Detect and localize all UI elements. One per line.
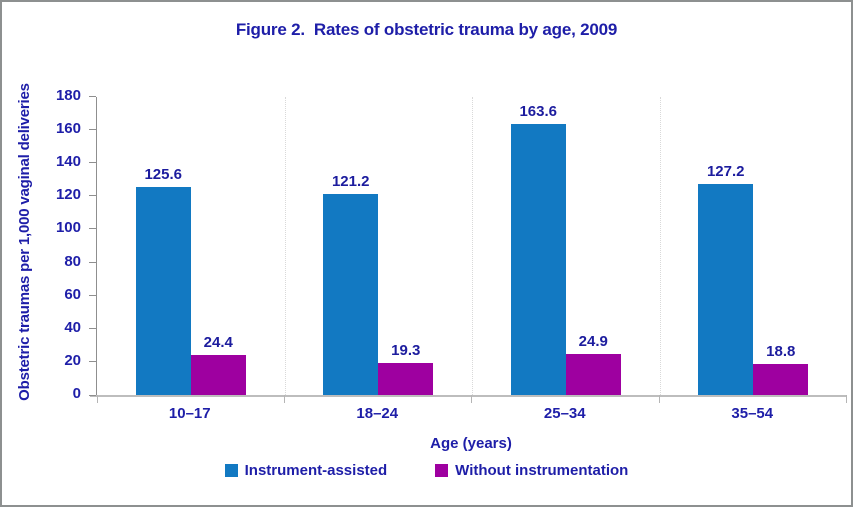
bar-instrument-assisted <box>698 184 754 395</box>
bar-with-label: 19.3 <box>378 342 434 395</box>
y-axis-title: Obstetric traumas per 1,000 vaginal deli… <box>16 83 33 401</box>
legend-swatch-icon <box>224 464 238 477</box>
y-axis-tick-label: 180 <box>55 87 81 104</box>
bar-with-label: 24.9 <box>565 332 621 395</box>
x-axis-line <box>90 395 847 397</box>
bar-with-label: 127.2 <box>698 163 754 395</box>
legend: Instrument-assisted Without instrumentati… <box>2 462 851 479</box>
chart-title: Figure 2. Rates of obstetric trauma by a… <box>235 20 618 39</box>
bar-without-instrumentation <box>565 353 621 395</box>
x-axis-tick <box>658 395 660 403</box>
y-axis-tick-label: 140 <box>55 153 81 171</box>
y-axis-tick-label: 40 <box>64 318 81 336</box>
bar-instrument-assisted <box>135 187 191 395</box>
y-axis-tick <box>89 327 96 329</box>
bar-group: 125.6 24.4 <box>97 97 285 395</box>
legend-item: Instrument-assisted <box>224 462 388 479</box>
bar-with-label: 121.2 <box>323 173 379 395</box>
bar-group: 127.2 18.8 <box>660 97 848 395</box>
data-label: 19.3 <box>391 342 421 360</box>
data-label: 127.2 <box>706 163 745 181</box>
y-axis-tick-label: 160 <box>55 120 81 138</box>
x-axis-tick <box>283 395 285 403</box>
x-category-labels: 10–17 18–24 25–34 35–54 <box>96 405 846 425</box>
y-axis-tick-label: 80 <box>64 252 81 270</box>
category-separator-line <box>472 97 473 395</box>
legend-label: Instrument-assisted <box>244 462 388 479</box>
x-category-label: 35–54 <box>731 405 774 422</box>
bar-instrument-assisted <box>510 124 566 395</box>
plot-area: 0 20 40 60 80 100 120 140 160 180 125.6 24.4 121.2 19… <box>56 87 848 403</box>
y-axis-tick <box>89 360 96 362</box>
legend-item: Without instrumentation <box>435 462 628 479</box>
y-axis-tick-label: 60 <box>64 285 81 303</box>
category-separator-line <box>284 97 286 395</box>
y-axis-tick <box>89 129 96 131</box>
data-label: 18.8 <box>766 342 796 360</box>
y-axis-tick <box>89 162 96 164</box>
x-category-label: 25–34 <box>543 405 586 422</box>
x-axis-tick <box>471 395 472 403</box>
bar-group: 163.6 24.9 <box>472 97 660 395</box>
data-label: 125.6 <box>144 166 183 184</box>
legend-label: Without instrumentation <box>455 462 629 479</box>
x-axis-tick <box>846 395 847 403</box>
bar-with-label: 125.6 <box>135 166 191 395</box>
bar-without-instrumentation <box>190 354 246 395</box>
data-label: 24.4 <box>203 333 233 351</box>
y-axis-tick-label: 120 <box>55 186 81 204</box>
y-axis-tick <box>89 96 96 97</box>
bar-with-label: 163.6 <box>510 103 566 395</box>
bar-without-instrumentation <box>753 363 809 395</box>
data-label: 24.9 <box>578 332 608 350</box>
x-axis-tick <box>97 395 98 403</box>
x-category-label: 18–24 <box>356 405 399 422</box>
y-axis-tick-label: 0 <box>72 385 81 402</box>
y-axis-tick <box>89 294 96 296</box>
y-axis-tick-label: 100 <box>55 219 81 237</box>
bar-instrument-assisted <box>323 194 379 395</box>
y-axis-tick <box>89 395 96 396</box>
data-label: 163.6 <box>519 103 558 121</box>
data-label: 121.2 <box>331 173 370 191</box>
bar-with-label: 18.8 <box>753 342 809 395</box>
y-axis-tick-label: 20 <box>64 351 81 369</box>
y-axis-tick <box>89 261 96 263</box>
category-separator-line <box>659 97 661 395</box>
legend-swatch-icon <box>435 464 449 477</box>
y-axis-tick <box>89 228 96 230</box>
x-category-label: 10–17 <box>168 405 211 422</box>
bar-without-instrumentation <box>378 363 434 395</box>
y-axis-tick <box>89 195 96 197</box>
bar-group: 121.2 19.3 <box>285 97 473 395</box>
x-axis-title: Age (years) <box>430 435 512 452</box>
bar-with-label: 24.4 <box>190 333 246 395</box>
